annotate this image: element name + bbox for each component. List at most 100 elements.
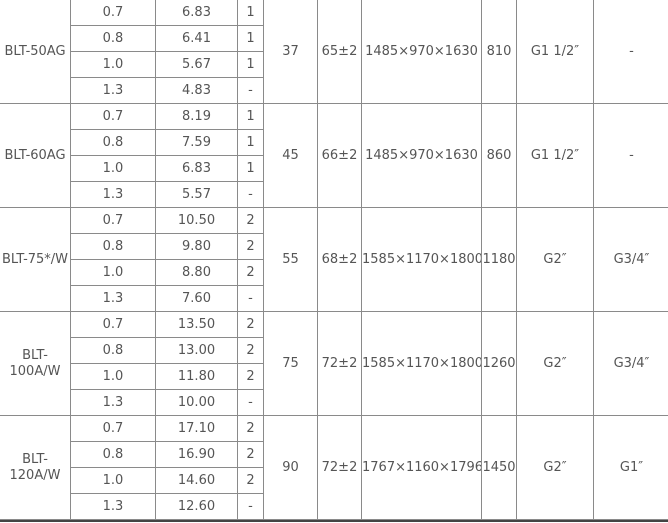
weight-cell: 1180 [481, 207, 517, 312]
count-cell: - [237, 389, 264, 416]
model-cell: BLT-50AG [0, 0, 71, 104]
flow-cell: 5.57 [155, 181, 238, 208]
outlet-cell: G3/4″ [593, 311, 668, 416]
flow-cell: 8.19 [155, 103, 238, 130]
outlet-cell: G1″ [593, 415, 668, 520]
outlet-cell: - [593, 0, 668, 104]
table-row: BLT-50AG 0.7 6.83 1 37 65±2 1485×970×1630 810 G1… [0, 0, 668, 104]
count-cell: 2 [237, 311, 264, 338]
count-cell: 2 [237, 363, 264, 390]
table-row: 1.3 4.83- [0, 77, 668, 104]
dimensions-cell: 1485×970×1630 [361, 0, 482, 104]
table-row: 0.8 7.59 1 [0, 129, 668, 156]
pressure-cell: 0.7 [70, 415, 156, 442]
inlet-cell: G2″ [516, 207, 594, 312]
flow-cell: 10.50 [155, 207, 238, 234]
count-cell: 2 [237, 467, 264, 494]
flow-cell: 12.60 [155, 493, 238, 520]
pressure-cell: 1.0 [70, 467, 156, 494]
count-cell: 1 [237, 155, 264, 182]
count-cell: 2 [237, 207, 264, 234]
flow-cell: 13.50 [155, 311, 238, 338]
pressure-cell: 0.8 [70, 25, 156, 52]
model-cell: BLT-100A/W [0, 311, 71, 416]
noise-cell: 72±2 [317, 311, 362, 416]
flow-cell: 7.59 [155, 129, 238, 156]
table-bottom-border [0, 520, 668, 522]
model-cell: BLT-120A/W [0, 415, 71, 520]
inlet-cell: G1 1/2″ [516, 103, 594, 208]
dimensions-cell: 1767×1160×1796 [361, 415, 482, 520]
flow-cell: 11.80 [155, 363, 238, 390]
pressure-cell: 0.7 [70, 0, 156, 26]
pressure-cell: 1.0 [70, 259, 156, 286]
table-row: 1.3 7.60- [0, 285, 668, 312]
weight-cell: 1450 [481, 415, 517, 520]
pressure-cell: 0.8 [70, 129, 156, 156]
count-cell: - [237, 77, 264, 104]
weight-cell: 810 [481, 0, 517, 104]
pressure-cell: 0.8 [70, 441, 156, 468]
flow-cell: 9.80 [155, 233, 238, 260]
count-cell: 2 [237, 259, 264, 286]
table-row: 1.0 14.60 2 [0, 467, 668, 494]
pressure-cell: 1.3 [70, 181, 156, 208]
count-cell: 1 [237, 0, 264, 26]
pressure-cell: 1.3 [70, 285, 156, 312]
noise-cell: 66±2 [317, 103, 362, 208]
flow-cell: 6.41 [155, 25, 238, 52]
count-cell: 2 [237, 441, 264, 468]
noise-cell: 68±2 [317, 207, 362, 312]
pressure-cell: 1.0 [70, 363, 156, 390]
weight-cell: 860 [481, 103, 517, 208]
model-cell: BLT-75*/W [0, 207, 71, 312]
count-cell: - [237, 493, 264, 520]
outlet-cell: - [593, 103, 668, 208]
pressure-cell: 1.3 [70, 389, 156, 416]
power-cell: 55 [263, 207, 318, 312]
inlet-cell: G2″ [516, 311, 594, 416]
pressure-cell: 1.3 [70, 77, 156, 104]
pressure-cell: 1.0 [70, 155, 156, 182]
flow-cell: 14.60 [155, 467, 238, 494]
table-row: 1.0 11.80 2 [0, 363, 668, 390]
flow-cell: 6.83 [155, 155, 238, 182]
pressure-cell: 0.7 [70, 103, 156, 130]
flow-cell: 13.00 [155, 337, 238, 364]
power-cell: 75 [263, 311, 318, 416]
flow-cell: 6.83 [155, 0, 238, 26]
inlet-cell: G2″ [516, 415, 594, 520]
flow-cell: 4.83 [155, 77, 238, 104]
noise-cell: 72±2 [317, 415, 362, 520]
pressure-cell: 1.0 [70, 51, 156, 78]
model-cell: BLT-60AG [0, 103, 71, 208]
table-row: 0.8 9.80 2 [0, 233, 668, 260]
flow-cell: 5.67 [155, 51, 238, 78]
dimensions-cell: 1585×1170×1800 [361, 311, 482, 416]
flow-cell: 8.80 [155, 259, 238, 286]
pressure-cell: 0.7 [70, 311, 156, 338]
table-row: 1.3 10.00- [0, 389, 668, 416]
count-cell: 1 [237, 25, 264, 52]
table-row: BLT-75*/W 0.7 10.50 2 55 68±2 1585×1170×1800 11… [0, 207, 668, 312]
dimensions-cell: 1485×970×1630 [361, 103, 482, 208]
table-row: BLT-60AG 0.7 8.19 1 45 66±2 1485×970×1630 860 G1… [0, 103, 668, 208]
table-row: 1.3 12.60- [0, 493, 668, 520]
power-cell: 45 [263, 103, 318, 208]
table-row: 1.0 6.83 1 [0, 155, 668, 182]
count-cell: 1 [237, 129, 264, 156]
table-row: 0.8 16.90 2 [0, 441, 668, 468]
flow-cell: 16.90 [155, 441, 238, 468]
flow-cell: 10.00 [155, 389, 238, 416]
flow-cell: 7.60 [155, 285, 238, 312]
dimensions-cell: 1585×1170×1800 [361, 207, 482, 312]
table-row: BLT-120A/W 0.7 17.10 2 90 72±2 1767×1160×1796 1… [0, 415, 668, 520]
count-cell: 2 [237, 233, 264, 260]
flow-cell: 17.10 [155, 415, 238, 442]
table-row: 0.8 6.41 1 [0, 25, 668, 52]
noise-cell: 65±2 [317, 0, 362, 104]
outlet-cell: G3/4″ [593, 207, 668, 312]
count-cell: 2 [237, 337, 264, 364]
